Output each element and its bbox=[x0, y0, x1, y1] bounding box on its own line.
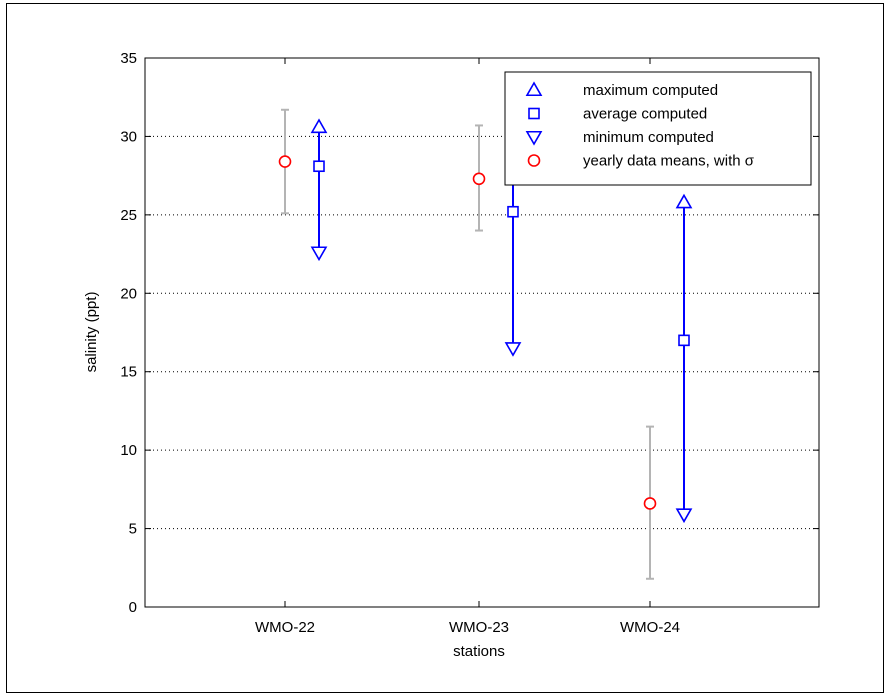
min-marker bbox=[310, 246, 328, 262]
y-tick-label: 10 bbox=[120, 442, 137, 459]
x-tick-label: WMO-24 bbox=[620, 619, 680, 636]
y-axis-title: salinity (ppt) bbox=[83, 292, 100, 373]
max-marker bbox=[675, 193, 693, 209]
legend-item-min-label: minimum computed bbox=[583, 129, 714, 146]
y-tick-label: 25 bbox=[120, 207, 137, 224]
legend-item-avg-label: average computed bbox=[583, 106, 707, 123]
max-marker bbox=[310, 118, 328, 134]
y-tick-label: 20 bbox=[120, 285, 137, 302]
legend-item-mean-label: yearly data means, with σ bbox=[583, 153, 755, 170]
y-tick-label: 0 bbox=[129, 599, 137, 616]
mean-marker bbox=[527, 154, 541, 167]
min-marker bbox=[675, 508, 693, 524]
legend-box bbox=[504, 71, 812, 186]
avg-marker bbox=[528, 107, 540, 120]
min-marker bbox=[504, 342, 522, 357]
x-tick-label: WMO-23 bbox=[449, 619, 509, 636]
y-axis-ticks: 0 5 10 15 20 25 30 35 bbox=[120, 50, 819, 616]
legend: maximum computed average computed minimum … bbox=[504, 71, 812, 186]
x-axis-title: stations bbox=[453, 643, 505, 660]
chart-svg: 0 5 10 15 20 25 30 35 WMO-22 WMO-23 WMO-24 salini… bbox=[83, 50, 820, 660]
mean-marker bbox=[278, 155, 292, 168]
y-tick-label: 15 bbox=[120, 364, 137, 381]
y-tick-label: 5 bbox=[129, 521, 137, 538]
gridlines bbox=[145, 135, 819, 530]
avg-marker bbox=[678, 334, 690, 347]
x-tick-label: WMO-22 bbox=[255, 619, 315, 636]
mean-marker bbox=[643, 497, 657, 510]
avg-marker bbox=[313, 160, 325, 173]
x-axis-ticks: WMO-22 WMO-23 WMO-24 bbox=[255, 58, 680, 636]
min-marker bbox=[525, 130, 543, 146]
mean-marker bbox=[472, 172, 486, 186]
legend-item-max-label: maximum computed bbox=[583, 82, 718, 99]
avg-marker bbox=[507, 205, 519, 218]
max-marker bbox=[525, 81, 543, 97]
y-tick-label: 35 bbox=[120, 50, 137, 67]
y-tick-label: 30 bbox=[120, 128, 137, 145]
